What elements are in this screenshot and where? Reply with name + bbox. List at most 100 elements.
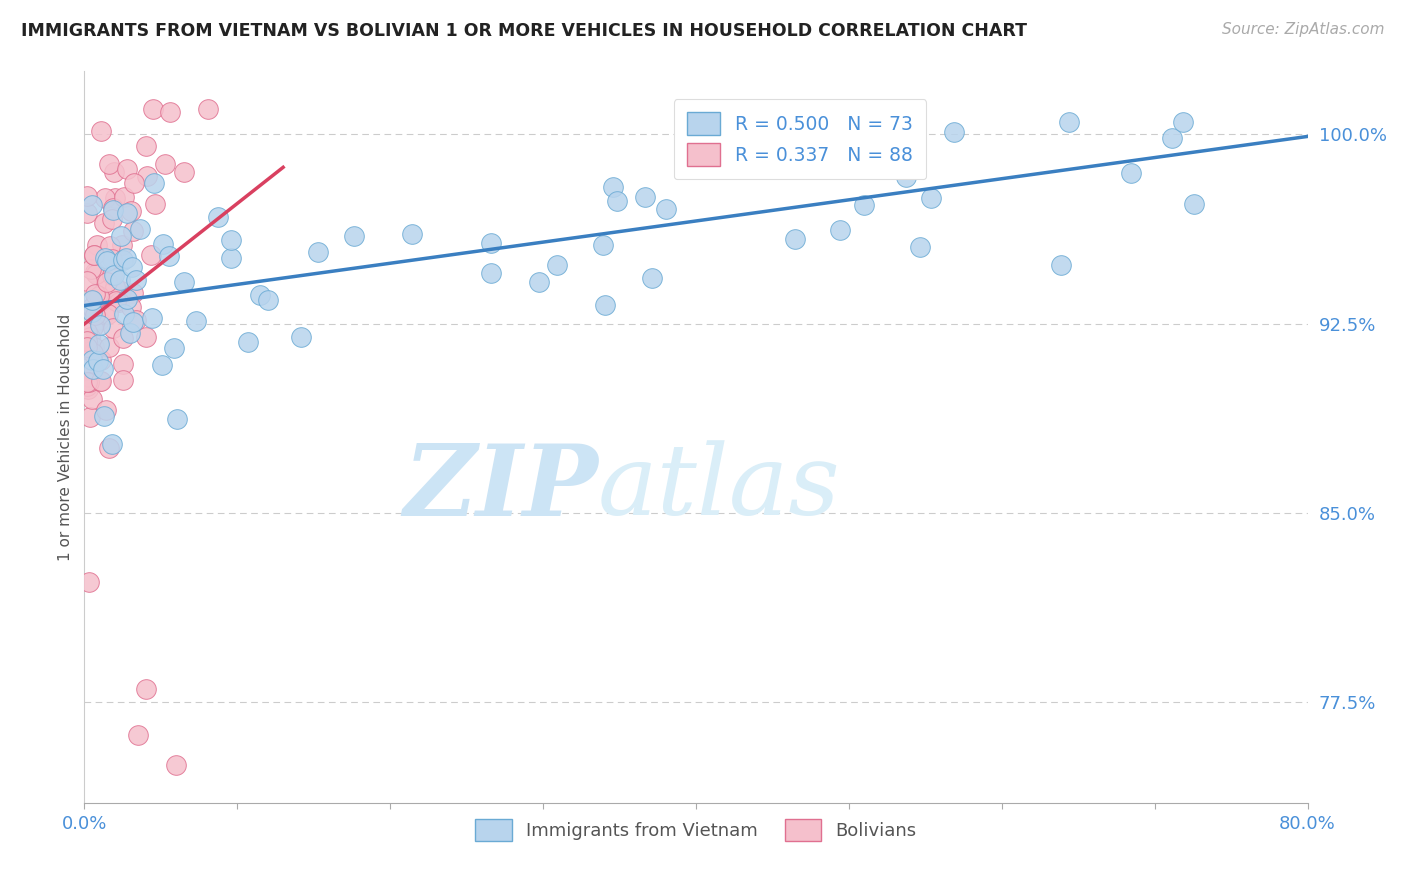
Text: ZIP: ZIP — [404, 440, 598, 536]
Point — [111, 252, 134, 267]
Point — [256, 293, 278, 307]
Point — [249, 287, 271, 301]
Point — [1119, 166, 1142, 180]
Point — [546, 259, 568, 273]
Point — [104, 191, 127, 205]
Point — [125, 312, 148, 326]
Point — [479, 266, 502, 280]
Point — [86, 289, 108, 303]
Point — [592, 237, 614, 252]
Point — [80, 304, 103, 318]
Point — [104, 280, 127, 294]
Point — [93, 362, 115, 376]
Point — [1161, 131, 1184, 145]
Point — [86, 267, 108, 281]
Point — [401, 227, 423, 241]
Point — [89, 318, 111, 332]
Point — [76, 325, 98, 339]
Point — [121, 224, 143, 238]
Point — [96, 253, 118, 268]
Point — [90, 124, 112, 138]
Point — [80, 293, 103, 307]
Point — [853, 198, 876, 212]
Point — [479, 235, 502, 250]
Point — [93, 190, 115, 204]
Point — [93, 409, 115, 423]
Point — [122, 315, 145, 329]
Point — [89, 374, 111, 388]
Point — [121, 260, 143, 274]
Point — [82, 346, 104, 360]
Text: atlas: atlas — [598, 441, 841, 536]
Point — [87, 353, 110, 368]
Point — [173, 275, 195, 289]
Point — [828, 223, 851, 237]
Point — [83, 248, 105, 262]
Point — [100, 211, 122, 226]
Point — [103, 165, 125, 179]
Point — [80, 301, 103, 316]
Point — [150, 358, 173, 372]
Point — [139, 248, 162, 262]
Point — [107, 295, 129, 310]
Point — [711, 159, 734, 173]
Point — [77, 575, 100, 590]
Point — [1182, 197, 1205, 211]
Point — [87, 337, 110, 351]
Point — [894, 169, 917, 184]
Point — [101, 268, 124, 282]
Point — [97, 308, 120, 322]
Point — [100, 252, 122, 267]
Point — [79, 330, 101, 344]
Point — [101, 202, 124, 217]
Point — [90, 294, 112, 309]
Point — [641, 270, 664, 285]
Point — [111, 357, 134, 371]
Point — [197, 102, 219, 116]
Point — [76, 360, 98, 375]
Point — [77, 375, 100, 389]
Point — [593, 298, 616, 312]
Point — [1057, 115, 1080, 129]
Point — [86, 237, 108, 252]
Point — [103, 268, 125, 282]
Legend: Immigrants from Vietnam, Bolivians: Immigrants from Vietnam, Bolivians — [468, 812, 924, 848]
Point — [94, 283, 117, 297]
Point — [219, 251, 242, 265]
Text: Source: ZipAtlas.com: Source: ZipAtlas.com — [1222, 22, 1385, 37]
Point — [184, 314, 207, 328]
Point — [114, 251, 136, 265]
Point — [76, 334, 98, 348]
Point — [89, 289, 111, 303]
Point — [236, 335, 259, 350]
Point — [83, 340, 105, 354]
Point — [86, 288, 108, 302]
Point — [83, 248, 105, 262]
Point — [634, 190, 657, 204]
Point — [112, 307, 135, 321]
Point — [80, 262, 103, 277]
Point — [76, 274, 98, 288]
Point — [783, 232, 806, 246]
Point — [290, 330, 312, 344]
Point — [94, 251, 117, 265]
Point — [165, 758, 187, 772]
Point — [98, 341, 121, 355]
Point — [93, 307, 115, 321]
Point — [709, 132, 731, 146]
Point — [908, 240, 931, 254]
Point — [135, 330, 157, 344]
Point — [90, 374, 112, 388]
Point — [82, 362, 104, 376]
Point — [90, 353, 112, 368]
Point — [79, 409, 101, 424]
Point — [93, 216, 115, 230]
Point — [76, 378, 98, 392]
Point — [108, 272, 131, 286]
Point — [80, 392, 103, 407]
Point — [125, 273, 148, 287]
Point — [143, 197, 166, 211]
Y-axis label: 1 or more Vehicles in Household: 1 or more Vehicles in Household — [58, 313, 73, 561]
Point — [89, 313, 111, 327]
Point — [96, 275, 118, 289]
